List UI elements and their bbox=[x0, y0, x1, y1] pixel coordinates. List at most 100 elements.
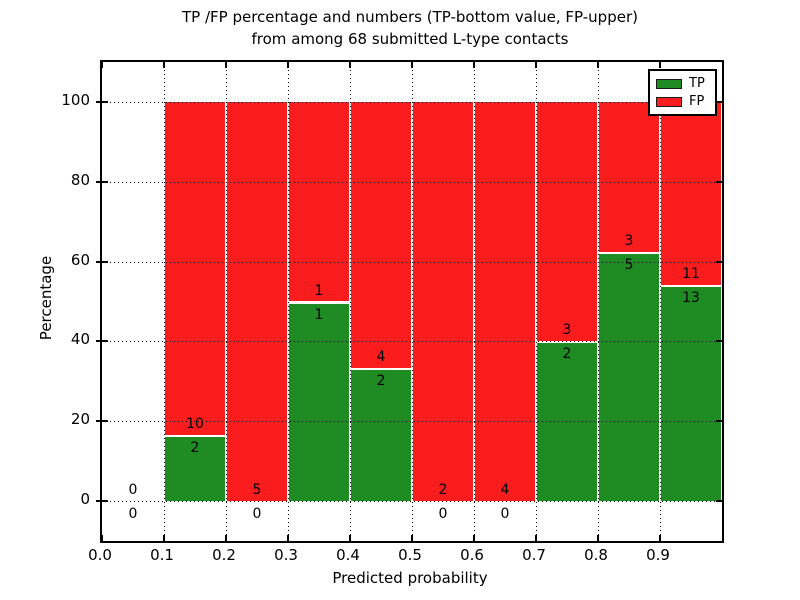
bar-count-tp-1: 2 bbox=[190, 439, 200, 456]
x-tick-label: 0.1 bbox=[150, 546, 174, 564]
x-tick-label: 0.7 bbox=[522, 546, 546, 564]
grid-line-vertical bbox=[536, 62, 537, 541]
bar-count-fp-4: 4 bbox=[376, 349, 386, 366]
y-tick-mark bbox=[96, 420, 108, 423]
y-tick-label: 40 bbox=[70, 330, 90, 349]
bar-segment-fp-7 bbox=[537, 101, 597, 342]
x-tick-mark-top bbox=[101, 62, 103, 68]
x-tick-mark bbox=[411, 535, 413, 541]
grid-line-vertical bbox=[288, 62, 289, 541]
bar-count-fp-8: 3 bbox=[624, 232, 634, 249]
y-tick-mark-right bbox=[716, 420, 722, 423]
bar-count-tp-4: 2 bbox=[376, 373, 386, 390]
x-tick-label: 0.9 bbox=[646, 546, 670, 564]
x-tick-mark-top bbox=[163, 62, 165, 68]
legend-item-tp: TP bbox=[656, 76, 709, 91]
bar-segment-fp-4 bbox=[351, 101, 411, 369]
y-tick-mark bbox=[96, 180, 108, 183]
x-tick-mark bbox=[101, 535, 103, 541]
chart-title: TP /FP percentage and numbers (TP-bottom… bbox=[182, 8, 638, 48]
y-tick-mark-right bbox=[716, 260, 722, 263]
bar-count-tp-5: 0 bbox=[438, 506, 448, 523]
x-tick-mark-top bbox=[411, 62, 413, 68]
x-tick-mark-top bbox=[349, 62, 351, 68]
bar-count-tp-0: 0 bbox=[128, 506, 138, 523]
legend-swatch-fp bbox=[656, 96, 682, 107]
y-tick-label: 60 bbox=[70, 250, 90, 269]
x-tick-mark bbox=[597, 535, 599, 541]
x-tick-mark-top bbox=[535, 62, 537, 68]
x-tick-mark bbox=[287, 535, 289, 541]
x-tick-mark bbox=[473, 535, 475, 541]
bar-count-fp-7: 3 bbox=[562, 322, 572, 339]
x-tick-mark bbox=[349, 535, 351, 541]
x-tick-label: 0.6 bbox=[460, 546, 484, 564]
bar-count-tp-3: 1 bbox=[314, 306, 324, 323]
x-tick-label: 0.2 bbox=[212, 546, 236, 564]
bar-count-fp-6: 4 bbox=[500, 482, 510, 499]
bar-count-tp-7: 2 bbox=[562, 346, 572, 363]
x-axis-label: Predicted probability bbox=[332, 569, 488, 587]
bar-count-tp-9: 13 bbox=[682, 289, 700, 306]
bar-segment-fp-6 bbox=[475, 101, 535, 502]
bar-segment-fp-9 bbox=[661, 101, 721, 285]
x-tick-mark-top bbox=[659, 62, 661, 68]
bar-segment-fp-5 bbox=[413, 101, 473, 502]
bar-segment-tp-1 bbox=[165, 434, 225, 502]
grid-line-vertical bbox=[350, 62, 351, 541]
bar-segment-tp-4 bbox=[351, 368, 411, 502]
legend-label-fp: FP bbox=[689, 94, 705, 109]
x-tick-label: 0.4 bbox=[336, 546, 360, 564]
x-tick-mark bbox=[535, 535, 537, 541]
legend-item-fp: FP bbox=[656, 94, 709, 109]
bar-segment-fp-2 bbox=[227, 101, 287, 502]
x-tick-label: 0.5 bbox=[398, 546, 422, 564]
y-tick-mark bbox=[96, 100, 108, 103]
y-tick-mark-right bbox=[716, 500, 722, 503]
x-tick-label: 0.3 bbox=[274, 546, 298, 564]
bar-segment-tp-9 bbox=[661, 284, 721, 502]
legend-label-tp: TP bbox=[689, 76, 705, 91]
x-tick-mark-top bbox=[225, 62, 227, 68]
x-tick-label: 0.8 bbox=[584, 546, 608, 564]
x-tick-label: 0.0 bbox=[88, 546, 112, 564]
y-tick-mark bbox=[96, 260, 108, 263]
y-tick-label: 80 bbox=[70, 170, 90, 189]
bar-count-tp-8: 5 bbox=[624, 256, 634, 273]
bar-count-fp-1: 10 bbox=[186, 415, 204, 432]
y-tick-label: 100 bbox=[61, 90, 90, 109]
x-tick-mark bbox=[225, 535, 227, 541]
legend: TP FP bbox=[648, 69, 717, 116]
bar-segment-tp-8 bbox=[599, 251, 659, 502]
y-tick-mark bbox=[96, 340, 108, 343]
x-tick-mark-top bbox=[287, 62, 289, 68]
x-tick-mark-top bbox=[597, 62, 599, 68]
y-tick-mark-right bbox=[716, 100, 722, 103]
y-tick-mark-right bbox=[716, 340, 722, 343]
plot-area: TP FP 0 0 10 2 5 0 1 1 4 2 2 0 4 0 3 2 3 5 11 13 bbox=[96, 60, 724, 543]
bar-segment-fp-1 bbox=[165, 101, 225, 435]
bar-count-tp-6: 0 bbox=[500, 506, 510, 523]
y-tick-mark-right bbox=[716, 180, 722, 183]
grid-line-vertical bbox=[164, 62, 165, 541]
x-tick-mark bbox=[163, 535, 165, 541]
grid-line-vertical bbox=[226, 62, 227, 541]
legend-swatch-tp bbox=[656, 78, 682, 89]
grid-line-vertical bbox=[598, 62, 599, 541]
bar-count-fp-3: 1 bbox=[314, 282, 324, 299]
x-tick-mark bbox=[659, 535, 661, 541]
y-tick-label: 20 bbox=[70, 410, 90, 429]
bar-segment-fp-8 bbox=[599, 101, 659, 252]
bar-count-fp-5: 2 bbox=[438, 482, 448, 499]
bar-count-fp-9: 11 bbox=[682, 265, 700, 282]
y-tick-mark bbox=[96, 500, 108, 503]
grid-line-vertical bbox=[660, 62, 661, 541]
bar-count-fp-2: 5 bbox=[252, 482, 262, 499]
bar-count-tp-2: 0 bbox=[252, 506, 262, 523]
grid-line-vertical bbox=[474, 62, 475, 541]
x-tick-mark-top bbox=[473, 62, 475, 68]
bar-segment-tp-3 bbox=[289, 301, 349, 502]
y-tick-label: 0 bbox=[80, 490, 90, 509]
grid-line-vertical bbox=[412, 62, 413, 541]
